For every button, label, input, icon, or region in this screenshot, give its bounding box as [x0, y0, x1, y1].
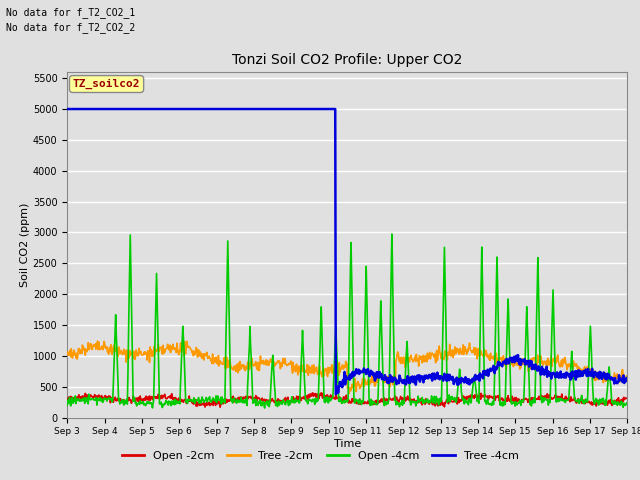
X-axis label: Time: Time: [333, 439, 361, 449]
Text: TZ_soilco2: TZ_soilco2: [73, 79, 140, 89]
Text: No data for f_T2_CO2_1: No data for f_T2_CO2_1: [6, 7, 136, 18]
Legend: Open -2cm, Tree -2cm, Open -4cm, Tree -4cm: Open -2cm, Tree -2cm, Open -4cm, Tree -4…: [117, 446, 523, 466]
Title: Tonzi Soil CO2 Profile: Upper CO2: Tonzi Soil CO2 Profile: Upper CO2: [232, 53, 462, 67]
Text: No data for f_T2_CO2_2: No data for f_T2_CO2_2: [6, 22, 136, 33]
Y-axis label: Soil CO2 (ppm): Soil CO2 (ppm): [20, 203, 30, 287]
